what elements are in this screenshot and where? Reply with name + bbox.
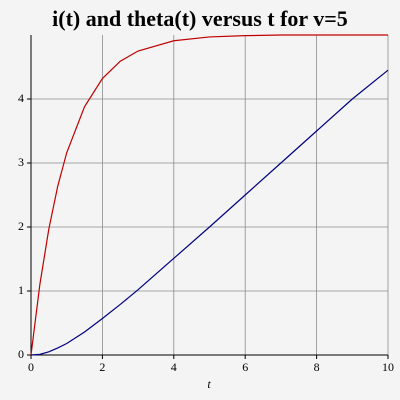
y-tick-label: 1 xyxy=(18,283,24,297)
x-tick-label: 0 xyxy=(28,360,34,374)
chart-title: i(t) and theta(t) versus t for v=5 xyxy=(52,6,348,31)
x-tick-label: 8 xyxy=(314,360,320,374)
x-tick-label: 2 xyxy=(99,360,105,374)
y-tick-label: 4 xyxy=(18,91,24,105)
x-tick-label: 4 xyxy=(171,360,177,374)
x-tick-label: 6 xyxy=(242,360,248,374)
series-line xyxy=(30,69,389,356)
y-tick-label: 0 xyxy=(18,347,24,361)
series-line xyxy=(30,34,388,356)
y-tick-label: 2 xyxy=(18,219,24,233)
x-tick-label: 10 xyxy=(382,360,394,374)
x-axis-label: t xyxy=(207,377,211,391)
y-tick-label: 3 xyxy=(18,155,24,169)
